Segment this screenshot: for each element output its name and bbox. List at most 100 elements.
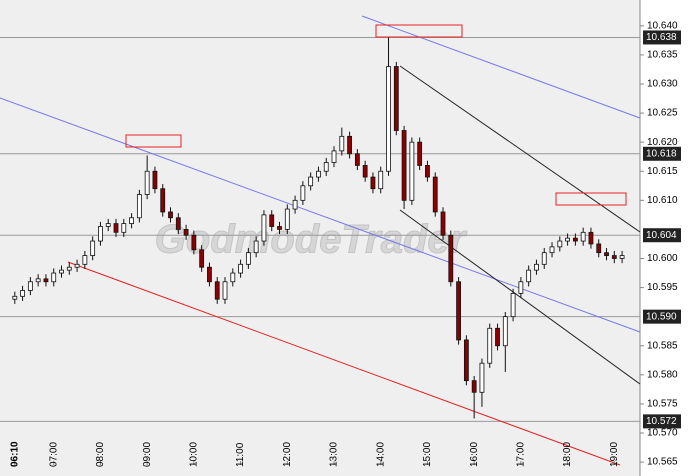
- level-label: 10.618: [646, 148, 677, 159]
- x-tick-label: 17:00: [516, 442, 527, 467]
- candle-body: [588, 231, 594, 245]
- x-tick-label: 19:00: [609, 442, 620, 467]
- candle-body: [121, 223, 127, 233]
- candle-body: [300, 185, 306, 201]
- candle-body: [222, 281, 228, 300]
- candle-body: [549, 246, 555, 254]
- y-tick-label: 10.640: [647, 20, 678, 31]
- y-tick-label: 10.620: [647, 137, 678, 148]
- candle-body: [261, 214, 267, 242]
- candle-body: [51, 272, 57, 283]
- candle-body: [487, 327, 493, 364]
- candle-body: [316, 170, 321, 178]
- trend-line: [399, 65, 641, 233]
- candle-body: [59, 269, 64, 274]
- candle-body: [27, 281, 33, 291]
- y-tick-label: 10.610: [647, 195, 678, 206]
- y-tick-label: 10.630: [647, 79, 678, 90]
- trend-line: [0, 97, 641, 333]
- trend-line: [361, 15, 641, 119]
- candle-body: [105, 223, 111, 227]
- candle-body: [168, 211, 173, 219]
- candle-body: [269, 214, 275, 227]
- x-tick-label: 07:00: [48, 442, 59, 467]
- candle-body: [510, 292, 516, 318]
- x-tick-label: 15:00: [422, 442, 433, 467]
- candle-body: [425, 165, 430, 178]
- y-tick-label: 10.580: [647, 369, 678, 380]
- candle-body: [440, 211, 446, 236]
- candle-body: [557, 240, 563, 248]
- y-tick-label: 10.615: [647, 166, 678, 177]
- candle-body: [456, 281, 461, 341]
- candle-body: [432, 176, 438, 213]
- candle-body: [479, 362, 485, 393]
- level-box: [643, 414, 681, 429]
- y-tick-label: 10.595: [647, 282, 678, 293]
- candle-body: [35, 278, 41, 283]
- candle-body: [230, 272, 236, 283]
- candle-body: [541, 252, 547, 265]
- candle-body: [43, 278, 49, 283]
- candle-body: [619, 255, 625, 259]
- candle-body: [175, 217, 181, 230]
- level-box: [643, 309, 681, 324]
- y-tick-label: 10.625: [647, 108, 678, 119]
- candle-body: [417, 141, 423, 166]
- candle-body: [362, 165, 368, 178]
- level-box: [643, 146, 681, 161]
- y-tick-label: 10.570: [647, 428, 678, 439]
- candle-body: [526, 269, 532, 283]
- x-tick-label: 08:00: [95, 442, 106, 467]
- x-tick-label: 16:00: [469, 442, 480, 467]
- candle-body: [463, 339, 469, 382]
- candle-body: [580, 231, 586, 242]
- candle-body: [604, 252, 609, 256]
- candle-body: [354, 153, 360, 166]
- watermark: GodmodeTrader: [155, 218, 468, 262]
- candle-body: [82, 255, 88, 265]
- level-box: [643, 30, 681, 45]
- candle-body: [495, 327, 500, 347]
- x-tick-label: 14:00: [375, 442, 386, 467]
- x-tick-label: 10:00: [189, 442, 200, 467]
- candle-body: [323, 162, 329, 172]
- y-tick-label: 10.565: [647, 457, 678, 468]
- candle-body: [393, 66, 399, 131]
- candle-body: [20, 290, 25, 297]
- candle-body: [347, 135, 352, 155]
- candle-body: [471, 380, 477, 393]
- candle-body: [277, 226, 282, 230]
- y-tick-label: 10.585: [647, 340, 678, 351]
- x-tick-label: 18:00: [562, 442, 573, 467]
- candle-body: [339, 135, 345, 152]
- x-tick-label: 09:00: [142, 442, 153, 467]
- candle-body: [292, 199, 298, 210]
- candle-body: [152, 170, 158, 190]
- candle-body: [214, 281, 220, 300]
- marker-box: [375, 24, 463, 38]
- marker-box: [555, 192, 627, 206]
- candle-body: [378, 170, 384, 190]
- level-label: 10.638: [646, 32, 677, 43]
- candle-body: [534, 263, 539, 271]
- level-label: 10.572: [646, 416, 677, 427]
- candle-body: [238, 263, 243, 274]
- candle-body: [12, 295, 18, 300]
- candle-body: [284, 208, 290, 230]
- x-tick-label: 06:10: [9, 441, 20, 467]
- candle-body: [308, 176, 314, 187]
- candle-body: [401, 130, 407, 201]
- candle-body: [207, 266, 212, 283]
- marker-box: [125, 134, 182, 148]
- candle-body: [144, 170, 150, 195]
- candle-body: [565, 237, 570, 242]
- y-tick-label: 10.575: [647, 399, 678, 410]
- candle-body: [331, 150, 337, 163]
- x-tick-label: 13:00: [329, 442, 340, 467]
- candle-body: [66, 266, 72, 271]
- candle-body: [409, 141, 415, 201]
- level-label: 10.590: [646, 311, 677, 322]
- candle-body: [245, 252, 251, 265]
